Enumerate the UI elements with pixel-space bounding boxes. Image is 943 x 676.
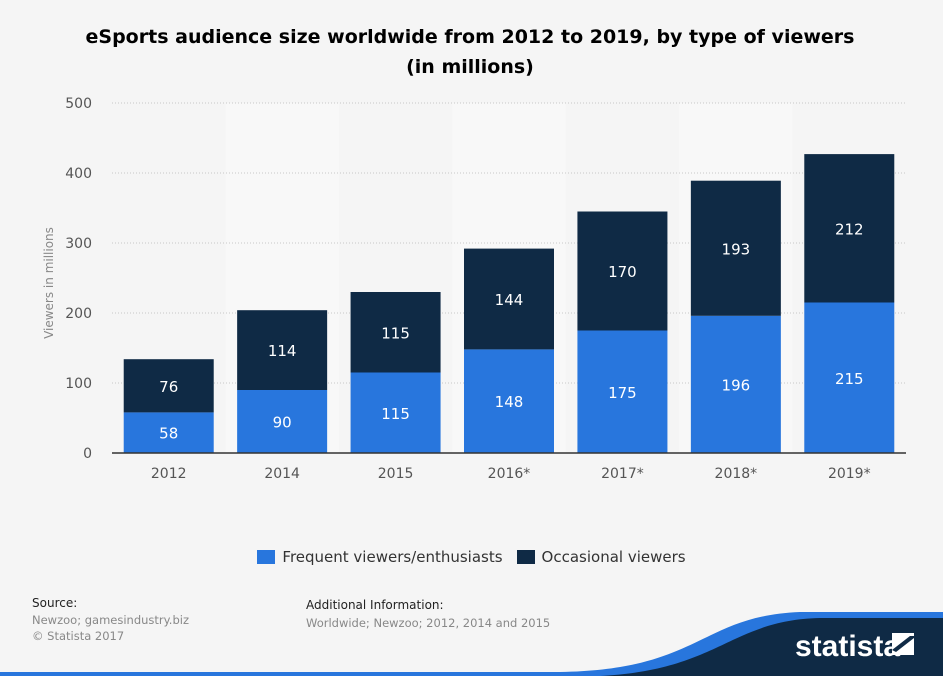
data-label: 114 (268, 342, 297, 360)
data-label: 76 (159, 378, 178, 396)
x-tick-label: 2017* (601, 466, 644, 482)
data-label: 115 (381, 405, 410, 423)
chart-title: eSports audience size worldwide from 201… (85, 26, 855, 78)
data-label: 170 (608, 263, 637, 281)
legend-swatch (257, 550, 276, 564)
bar-segment[interactable] (577, 330, 668, 454)
data-label: 193 (722, 240, 751, 258)
x-tick-label: 2015 (378, 466, 414, 482)
bar-segment[interactable] (123, 412, 214, 453)
x-tick-label: 2014 (264, 466, 300, 482)
x-tick-label: 2012 (151, 466, 187, 482)
legend-label: Frequent viewers/enthusiasts (282, 548, 503, 566)
data-label: 144 (495, 291, 524, 309)
data-label: 148 (495, 393, 524, 411)
statista-logo[interactable]: statista (795, 630, 900, 663)
data-label: 115 (381, 324, 410, 342)
source-block: Source: Newzoo; gamesindustry.biz © Stat… (32, 596, 189, 643)
bar-segment[interactable] (464, 248, 554, 350)
bar-segment[interactable] (804, 154, 895, 303)
legend-label: Occasional viewers (541, 548, 686, 566)
y-tick-label: 400 (65, 166, 92, 182)
data-label: 215 (835, 370, 864, 388)
data-label: 90 (273, 414, 292, 432)
additional-label: Additional Information: (306, 598, 444, 612)
bar-segment[interactable] (350, 292, 441, 373)
bar-segment[interactable] (237, 310, 328, 390)
legend: Frequent viewers/enthusiasts Occasional … (0, 548, 943, 566)
bar-segment[interactable] (690, 180, 781, 316)
y-tick-label: 500 (65, 96, 92, 112)
statista-logo-icon (892, 633, 914, 655)
statista-footer: statista (0, 612, 943, 676)
x-tick-label: 2016* (488, 466, 531, 482)
bar-segment[interactable] (237, 390, 328, 453)
source-label: Source: (32, 596, 78, 610)
y-tick-label: 100 (65, 376, 92, 392)
copyright: © Statista 2017 (32, 629, 125, 643)
data-label: 196 (722, 376, 751, 394)
bar-segment[interactable] (804, 302, 895, 454)
bar-segment[interactable] (690, 315, 781, 453)
bar-segment[interactable] (577, 211, 668, 331)
y-axis-label: Viewers in millions (42, 227, 56, 339)
data-label: 212 (835, 220, 864, 238)
bar-segment[interactable] (464, 349, 554, 453)
legend-item-occasional[interactable]: Occasional viewers (516, 548, 686, 566)
additional-text: Worldwide; Newzoo; 2012, 2014 and 2015 (306, 616, 551, 630)
legend-item-frequent[interactable]: Frequent viewers/enthusiasts (257, 548, 503, 566)
data-label: 58 (159, 425, 178, 443)
x-tick-label: 2018* (715, 466, 758, 482)
bar-segment[interactable] (350, 372, 441, 454)
y-tick-label: 200 (65, 306, 92, 322)
y-tick-label: 0 (83, 446, 92, 462)
legend-swatch (516, 550, 535, 564)
x-tick-label: 2019* (828, 466, 871, 482)
y-tick-label: 300 (65, 236, 92, 252)
bar-chart: 0 100 200 300 400 500 Viewers in millions 58 76 2… (42, 96, 906, 482)
additional-info: Additional Information: Worldwide; Newzo… (306, 598, 550, 630)
source-text[interactable]: Newzoo; gamesindustry.biz (32, 613, 189, 627)
data-label: 175 (608, 384, 637, 402)
bar-segment[interactable] (123, 359, 214, 413)
